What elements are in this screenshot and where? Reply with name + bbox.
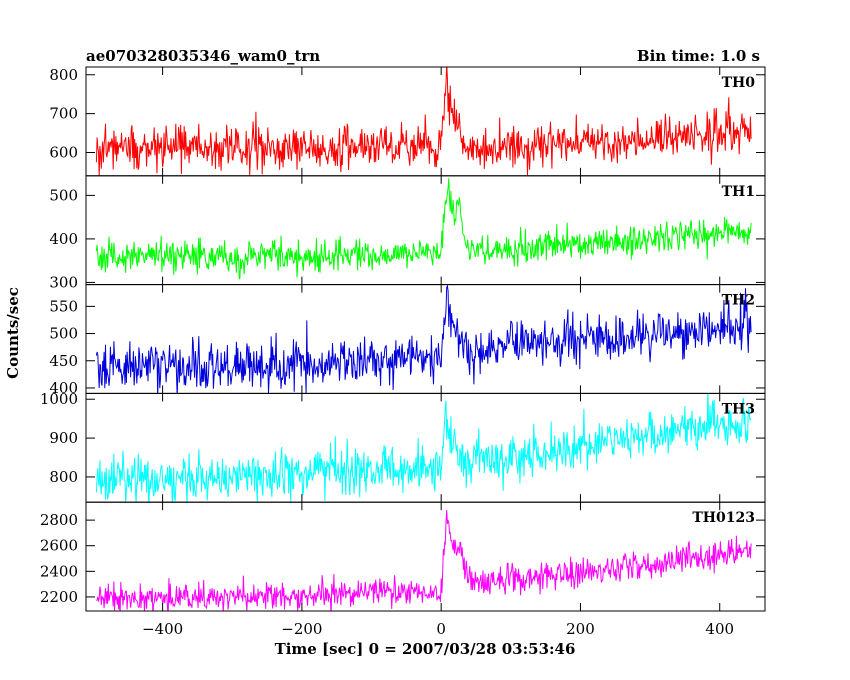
y-tick-label: 1000	[40, 390, 78, 408]
panel-th2: 400 450 500 550 TH2	[49, 284, 766, 397]
y-tick-label: 800	[49, 66, 78, 84]
series-line-th0	[95, 67, 752, 176]
panel-frame	[85, 501, 766, 612]
y-tick-label: 800	[49, 468, 78, 486]
y-tick-label: 500	[49, 325, 78, 343]
y-tick-label: 700	[49, 105, 78, 123]
panel-frame	[85, 175, 766, 286]
panel-frame	[85, 284, 766, 394]
x-axis-ticks: −400 −200 0 200 400	[142, 620, 734, 638]
y-tick-label: 900	[49, 429, 78, 447]
x-tick-label: −400	[142, 620, 183, 638]
y-tick-label: 2800	[40, 511, 78, 529]
y-axis-label: Counts/sec	[4, 287, 22, 379]
panel-th0: 600 700 800 TH0	[49, 66, 766, 177]
y-tick-label: 2200	[40, 588, 78, 606]
panels: 600 700 800 TH0 300 400 500 TH1 400 450 500 550 TH2 8…	[40, 66, 766, 612]
y-tick-label: 600	[49, 143, 78, 161]
series-line-th3	[95, 393, 752, 503]
y-tick-label: 2600	[40, 537, 78, 555]
panel-label-th0123: TH0123	[692, 510, 755, 526]
y-tick-label: 500	[49, 186, 78, 204]
panel-label-th1: TH1	[722, 184, 755, 200]
x-tick-label: 0	[436, 620, 446, 638]
series-line-th2	[95, 284, 752, 394]
series-line-th0123	[96, 510, 752, 612]
panel-label-th3: TH3	[722, 401, 755, 417]
y-tick-label: 550	[49, 297, 78, 315]
y-tick-label: 300	[49, 273, 78, 291]
y-tick-label: 400	[49, 230, 78, 248]
y-tick-label: 400	[49, 379, 78, 397]
chart-title: ae070328035346_wam0_trn	[86, 47, 320, 65]
bin-time-label: Bin time: 1.0 s	[637, 47, 760, 65]
panel-label-th2: TH2	[722, 293, 755, 309]
x-tick-label: 200	[566, 620, 595, 638]
y-tick-label: 450	[49, 352, 78, 370]
panel-th3: 800 900 1000 TH3	[40, 390, 766, 503]
x-tick-label: 400	[705, 620, 734, 638]
x-axis-label: Time [sec] 0 = 2007/03/28 03:53:46	[275, 640, 576, 658]
series-line-th1	[95, 178, 752, 280]
x-tick-label: −200	[281, 620, 322, 638]
y-tick-label: 2400	[40, 562, 78, 580]
panel-label-th0: TH0	[722, 75, 756, 91]
panel-th1: 300 400 500 TH1	[49, 175, 766, 291]
panel-th0123: 2200 2400 2600 2800 TH0123	[40, 501, 766, 612]
